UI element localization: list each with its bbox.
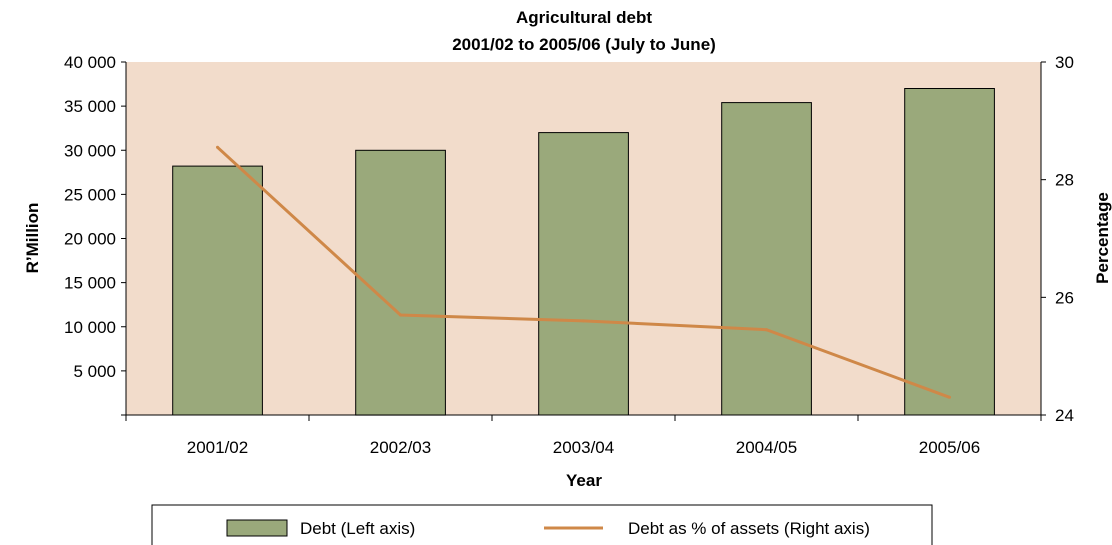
x-tick-label: 2003/04 [553, 438, 614, 457]
x-tick-label: 2001/02 [187, 438, 248, 457]
y-tick-label: 15 000 [64, 274, 116, 293]
legend-label-debt-pct: Debt as % of assets (Right axis) [628, 519, 870, 538]
chart-title: Agricultural debt [516, 8, 652, 27]
y2-tick-label: 24 [1055, 406, 1074, 425]
y2-axis-label: Percentage [1093, 192, 1112, 284]
y2-tick-label: 26 [1055, 288, 1074, 307]
line-point-2001-02 [216, 145, 219, 149]
bar-2003-04 [538, 132, 629, 416]
bar-2001-02 [172, 165, 263, 416]
y-tick-label: 20 000 [64, 230, 116, 249]
line-point-2005-06 [948, 395, 951, 399]
legend: Debt (Left axis) Debt as % of assets (Ri… [151, 504, 933, 545]
legend-swatch-debt [226, 519, 288, 537]
line-point-2002-03 [399, 313, 402, 317]
line-point-2004-05 [765, 328, 768, 332]
line-point-2003-04 [582, 319, 585, 323]
x-tick-label: 2002/03 [370, 438, 431, 457]
x-axis-label: Year [566, 471, 602, 490]
legend-label-debt: Debt (Left axis) [300, 519, 415, 538]
y-tick-label: 25 000 [64, 185, 116, 204]
y2-tick-label: 30 [1055, 53, 1074, 72]
bar-2005-06 [904, 88, 995, 416]
y-tick-label: 10 000 [64, 318, 116, 337]
x-tick-label: 2004/05 [736, 438, 797, 457]
y-tick-label: 30 000 [64, 141, 116, 160]
y-axis-label: R’Million [23, 203, 42, 274]
chart-subtitle: 2001/02 to 2005/06 (July to June) [452, 35, 716, 54]
bar-2002-03 [355, 149, 446, 416]
y-tick-label: 35 000 [64, 97, 116, 116]
x-tick-label: 2005/06 [919, 438, 980, 457]
y-tick-label: 40 000 [64, 53, 116, 72]
y2-tick-label: 28 [1055, 171, 1074, 190]
bar-2004-05 [721, 102, 812, 416]
y-tick-label: 5 000 [73, 362, 116, 381]
